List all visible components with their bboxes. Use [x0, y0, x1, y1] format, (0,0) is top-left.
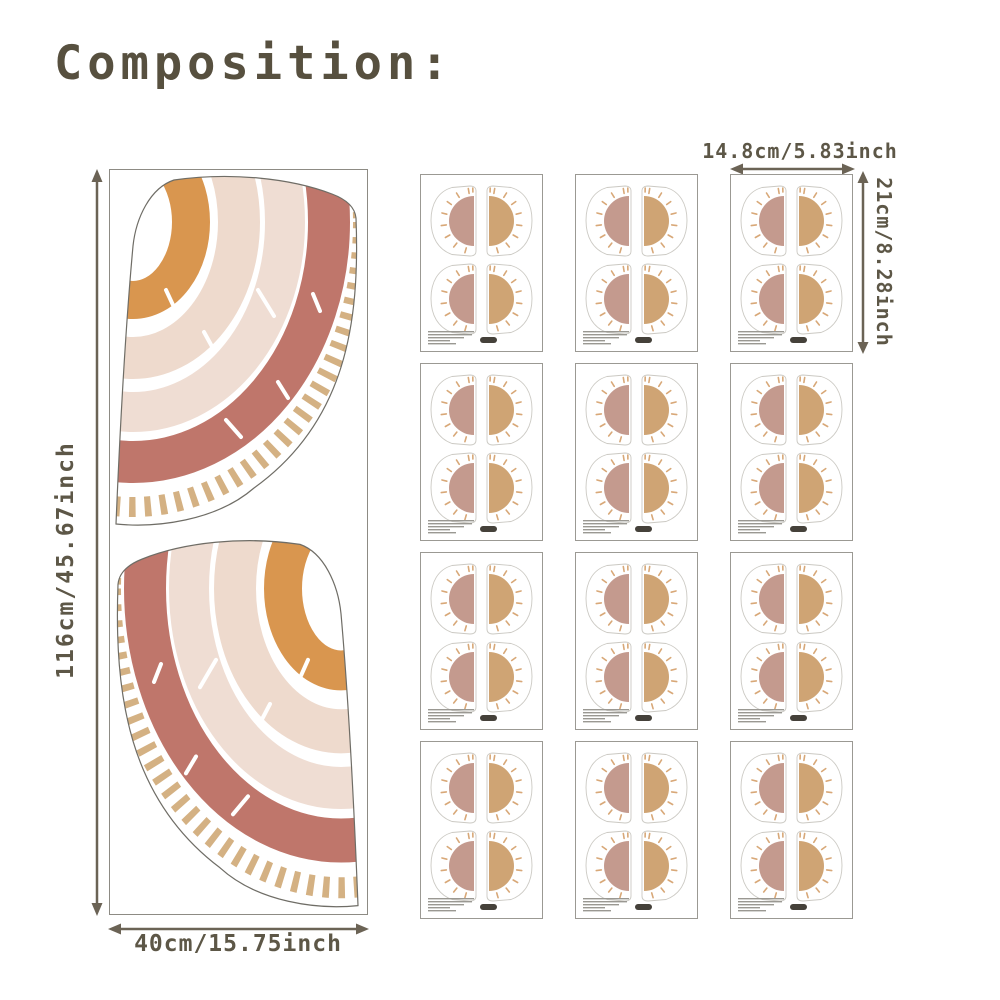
sticker-sheet — [575, 174, 698, 352]
sticker-sheet — [420, 741, 543, 919]
width-dimension-arrow — [108, 923, 369, 935]
sheet-height-arrow — [857, 171, 869, 354]
sheet-width-label: 14.8cm/5.83inch — [702, 139, 898, 163]
sheet-height-label: 21cm/8.28inch — [872, 177, 896, 347]
sticker-sheet — [730, 552, 853, 730]
page-title: Composition: — [54, 36, 454, 91]
sticker-sheet — [730, 363, 853, 541]
sticker-sheet — [730, 741, 853, 919]
sticker-sheet-grid — [420, 174, 853, 919]
sticker-sheet — [420, 363, 543, 541]
sticker-sheet — [575, 363, 698, 541]
sheet-width-arrow — [730, 163, 855, 175]
height-dimension-arrow — [91, 169, 103, 916]
sticker-sheet — [730, 174, 853, 352]
panel-height-label: 116cm/45.67inch — [53, 441, 79, 679]
sticker-sheet — [575, 552, 698, 730]
rainbow-decal-art — [110, 170, 366, 913]
panel-width-label: 40cm/15.75inch — [134, 931, 342, 957]
sticker-sheet — [420, 552, 543, 730]
rainbow-decal-panel — [109, 169, 368, 915]
sticker-sheet — [420, 174, 543, 352]
sticker-sheet — [575, 741, 698, 919]
